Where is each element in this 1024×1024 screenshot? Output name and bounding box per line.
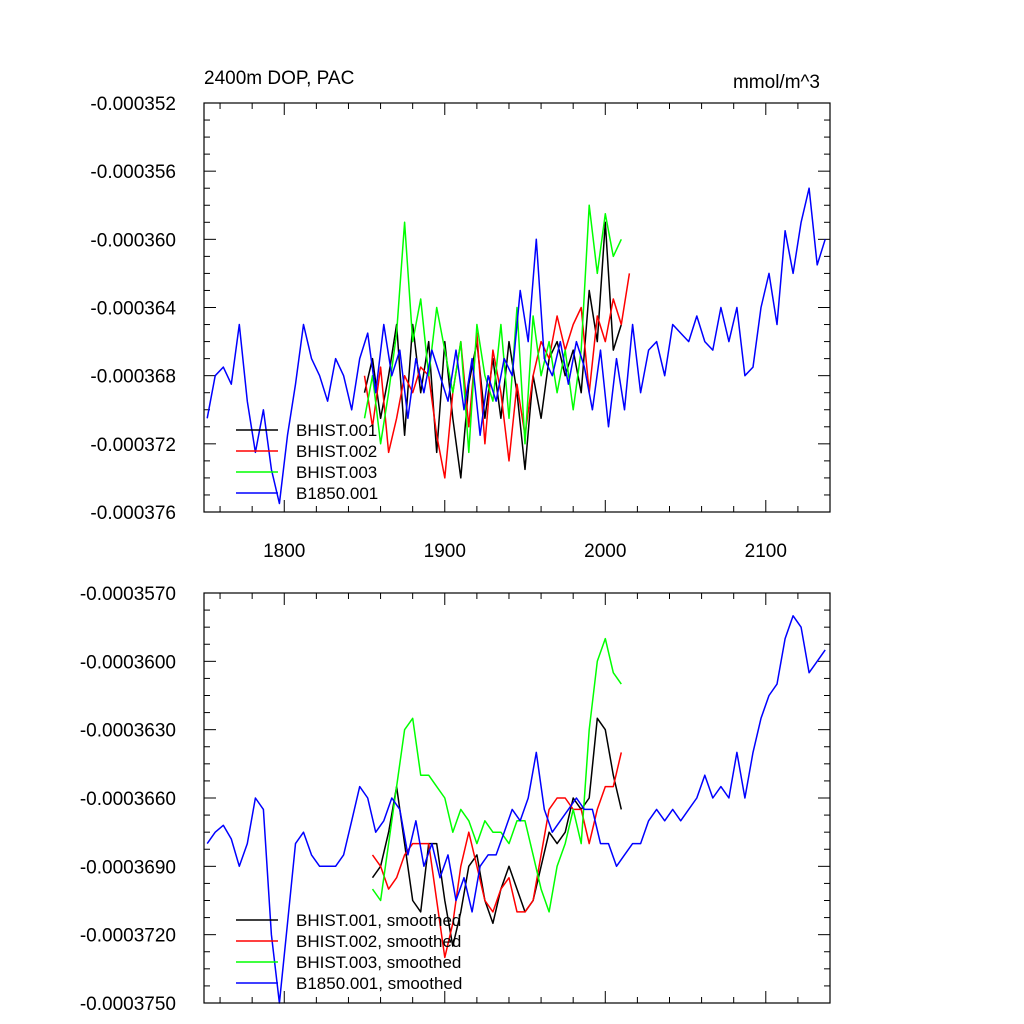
top-panel: 2400m DOP, PAC mmol/m^3 -0.000376 -0.0003… bbox=[90, 68, 831, 562]
y-tick-label: -0.0003570 bbox=[80, 584, 176, 605]
series-line-b1850-001-smoothed bbox=[206, 615, 826, 1004]
x-tick-label: 1900 bbox=[424, 541, 466, 562]
legend-label: BHIST.002, smoothed bbox=[296, 932, 461, 951]
y-tick-label: -0.0003750 bbox=[80, 994, 176, 1015]
legend-label: B1850.001 bbox=[296, 484, 378, 503]
top-panel-title: 2400m DOP, PAC bbox=[204, 68, 354, 89]
series-line-b1850-001 bbox=[206, 187, 826, 505]
series-line-bhist-002 bbox=[363, 273, 631, 479]
legend-label: B1850.001, smoothed bbox=[296, 974, 462, 993]
y-tick-label: -0.0003660 bbox=[80, 789, 176, 810]
top-plot-frame bbox=[203, 102, 831, 513]
top-panel-units: mmol/m^3 bbox=[733, 72, 820, 93]
y-tick-label: -0.000356 bbox=[90, 162, 176, 183]
y-tick-label: -0.000376 bbox=[90, 503, 176, 524]
x-tick-label: 1800 bbox=[263, 541, 305, 562]
legend-label: BHIST.001 bbox=[296, 421, 377, 440]
y-tick-label: -0.000372 bbox=[90, 435, 176, 456]
legend-label: BHIST.003 bbox=[296, 463, 377, 482]
x-tick-label: 2000 bbox=[584, 541, 626, 562]
y-tick-label: -0.000352 bbox=[90, 94, 176, 115]
series-line-bhist-001-smoothed bbox=[371, 717, 623, 947]
legend-label: BHIST.001, smoothed bbox=[296, 911, 461, 930]
y-tick-label: -0.000364 bbox=[90, 299, 176, 320]
y-tick-label: -0.0003720 bbox=[80, 926, 176, 947]
legend-label: BHIST.003, smoothed bbox=[296, 953, 461, 972]
series-line-bhist-003-smoothed bbox=[371, 637, 622, 913]
y-tick-label: -0.000368 bbox=[90, 367, 176, 388]
y-tick-label: -0.0003630 bbox=[80, 721, 176, 742]
y-tick-label: -0.0003690 bbox=[80, 857, 176, 878]
series-line-bhist-002-smoothed bbox=[371, 752, 623, 959]
y-tick-label: -0.000360 bbox=[90, 230, 176, 251]
series-line-bhist-003 bbox=[363, 204, 622, 454]
x-tick-label: 2100 bbox=[745, 541, 787, 562]
legend-label: BHIST.002 bbox=[296, 442, 377, 461]
bottom-panel: -0.0003750 -0.0003720 -0.0003690 -0.0003660… bbox=[80, 584, 831, 1015]
bottom-plot-frame bbox=[203, 592, 831, 1004]
y-tick-label: -0.0003600 bbox=[80, 652, 176, 673]
